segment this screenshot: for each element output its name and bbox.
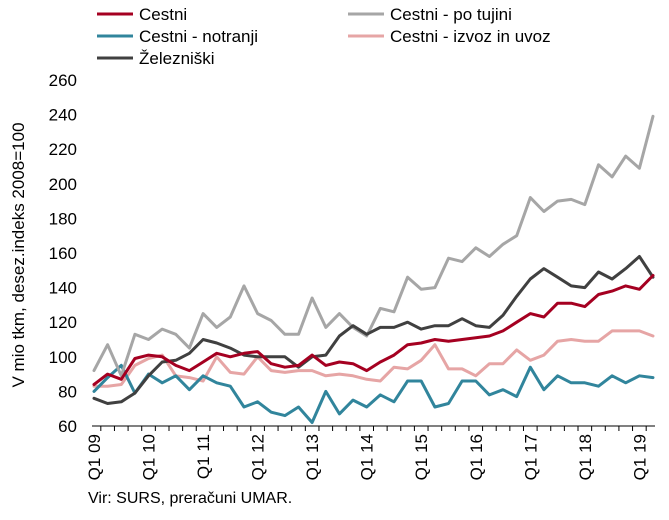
- y-tick-label: 60: [58, 417, 77, 436]
- x-tick-label: Q1 18: [576, 434, 595, 480]
- x-tick-label: Q1 09: [85, 434, 104, 480]
- legend-label: Cestni - po tujini: [390, 5, 512, 24]
- y-tick-label: 240: [49, 106, 77, 125]
- y-tick-label: 180: [49, 209, 77, 228]
- x-tick-label: Q1 11: [194, 434, 213, 479]
- legend: Cestni Cestni - po tujini Cestni - notranj…: [97, 5, 551, 68]
- series-line-cestni-izvoz-in-uvoz: [92, 329, 655, 388]
- y-tick-label: 220: [49, 140, 77, 159]
- y-tick-label: 120: [49, 313, 77, 332]
- series-layer: [92, 114, 655, 424]
- legend-label: Cestni - notranji: [139, 27, 258, 46]
- series-line-cestni-po-tujini: [92, 114, 655, 378]
- x-tick-label: Q1 17: [521, 434, 540, 480]
- x-tick-label: Q1 14: [358, 434, 377, 480]
- y-axis-label: V mio tkm, desez.indeks 2008=100: [9, 122, 28, 387]
- x-tick-label: Q1 19: [630, 434, 649, 480]
- x-tick-label: Q1 15: [412, 434, 431, 480]
- series-line-cestni-notranji: [92, 363, 655, 424]
- y-tick-label: 140: [49, 279, 77, 298]
- y-tick-label: 80: [58, 382, 77, 401]
- legend-label: Železniški: [139, 49, 215, 68]
- x-tick-label: Q1 10: [140, 434, 159, 480]
- y-axis: 60 80 100 120 140 160 180 200 220 240 260: [49, 71, 77, 436]
- series-line-elezni-ki: [92, 255, 655, 405]
- source-note: Vir: SURS, preračuni UMAR.: [88, 490, 293, 507]
- y-tick-label: 160: [49, 244, 77, 263]
- series-line-cestni: [92, 274, 655, 386]
- x-axis: Q1 09 Q1 10 Q1 11 Q1 12 Q1 13 Q1 14 Q1 15 Q1 16…: [85, 425, 655, 480]
- legend-label: Cestni: [139, 5, 187, 24]
- x-tick-label: Q1 13: [303, 434, 322, 480]
- y-tick-label: 100: [49, 348, 77, 367]
- legend-label: Cestni - izvoz in uvoz: [390, 27, 551, 46]
- x-tick-label: Q1 16: [467, 434, 486, 480]
- x-tick-label: Q1 12: [249, 434, 268, 480]
- y-tick-label: 260: [49, 71, 77, 90]
- y-tick-label: 200: [49, 175, 77, 194]
